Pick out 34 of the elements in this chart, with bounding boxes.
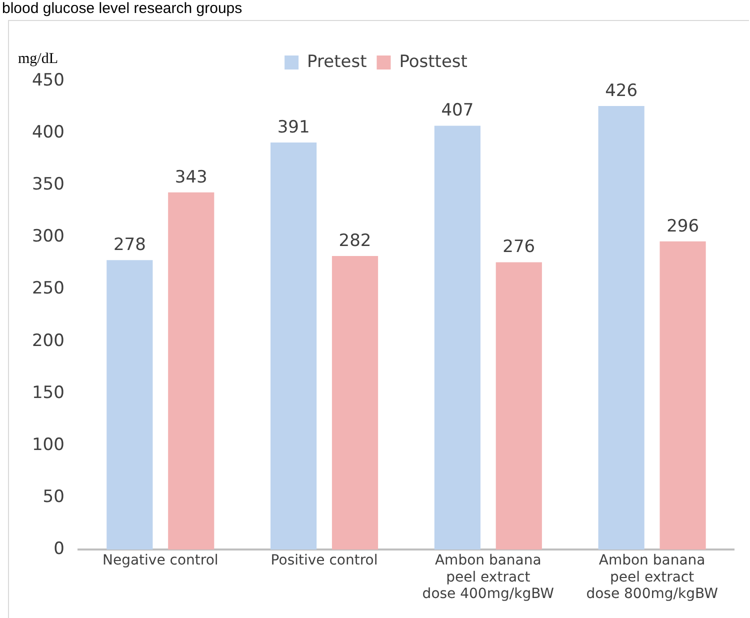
bar xyxy=(434,126,480,550)
data-label: 278 xyxy=(113,235,146,256)
y-tick-label: 400 xyxy=(32,122,64,142)
y-tick-label: 100 xyxy=(32,434,64,455)
y-tick-label: 300 xyxy=(32,226,64,247)
data-label: 391 xyxy=(277,117,310,138)
bar xyxy=(270,142,317,550)
x-tick-label: Ambon banana peel extract dose 400mg/kgBW xyxy=(422,552,554,602)
bar xyxy=(332,256,378,550)
data-label: 296 xyxy=(666,216,700,236)
bar xyxy=(168,192,214,550)
x-tick-label: Negative control xyxy=(102,552,218,569)
y-tick-label: 50 xyxy=(42,486,64,507)
bar xyxy=(660,241,706,550)
data-label: 426 xyxy=(605,80,638,101)
x-tick-label: Ambon banana peel extract dose 800mg/kgBW xyxy=(586,552,718,602)
y-tick-label: 450 xyxy=(32,70,64,90)
x-tick-label: Positive control xyxy=(270,552,378,569)
y-axis-title: mg/dL xyxy=(18,50,58,67)
bar xyxy=(496,262,542,550)
data-label: 276 xyxy=(502,237,536,258)
data-label: 407 xyxy=(441,100,474,121)
legend-label: Pretest xyxy=(307,52,368,72)
y-tick-label: 200 xyxy=(32,330,64,351)
y-tick-label: 350 xyxy=(32,174,64,195)
data-label: 282 xyxy=(338,230,372,251)
chart-title: blood glucose level research groups xyxy=(2,0,242,17)
bar xyxy=(106,260,153,550)
bar xyxy=(598,106,644,550)
y-tick-label: 150 xyxy=(32,382,64,403)
legend-label: Posttest xyxy=(399,52,468,72)
y-tick-label: 250 xyxy=(32,278,64,299)
data-label: 343 xyxy=(174,167,208,188)
y-tick-label: 0 xyxy=(54,539,64,560)
